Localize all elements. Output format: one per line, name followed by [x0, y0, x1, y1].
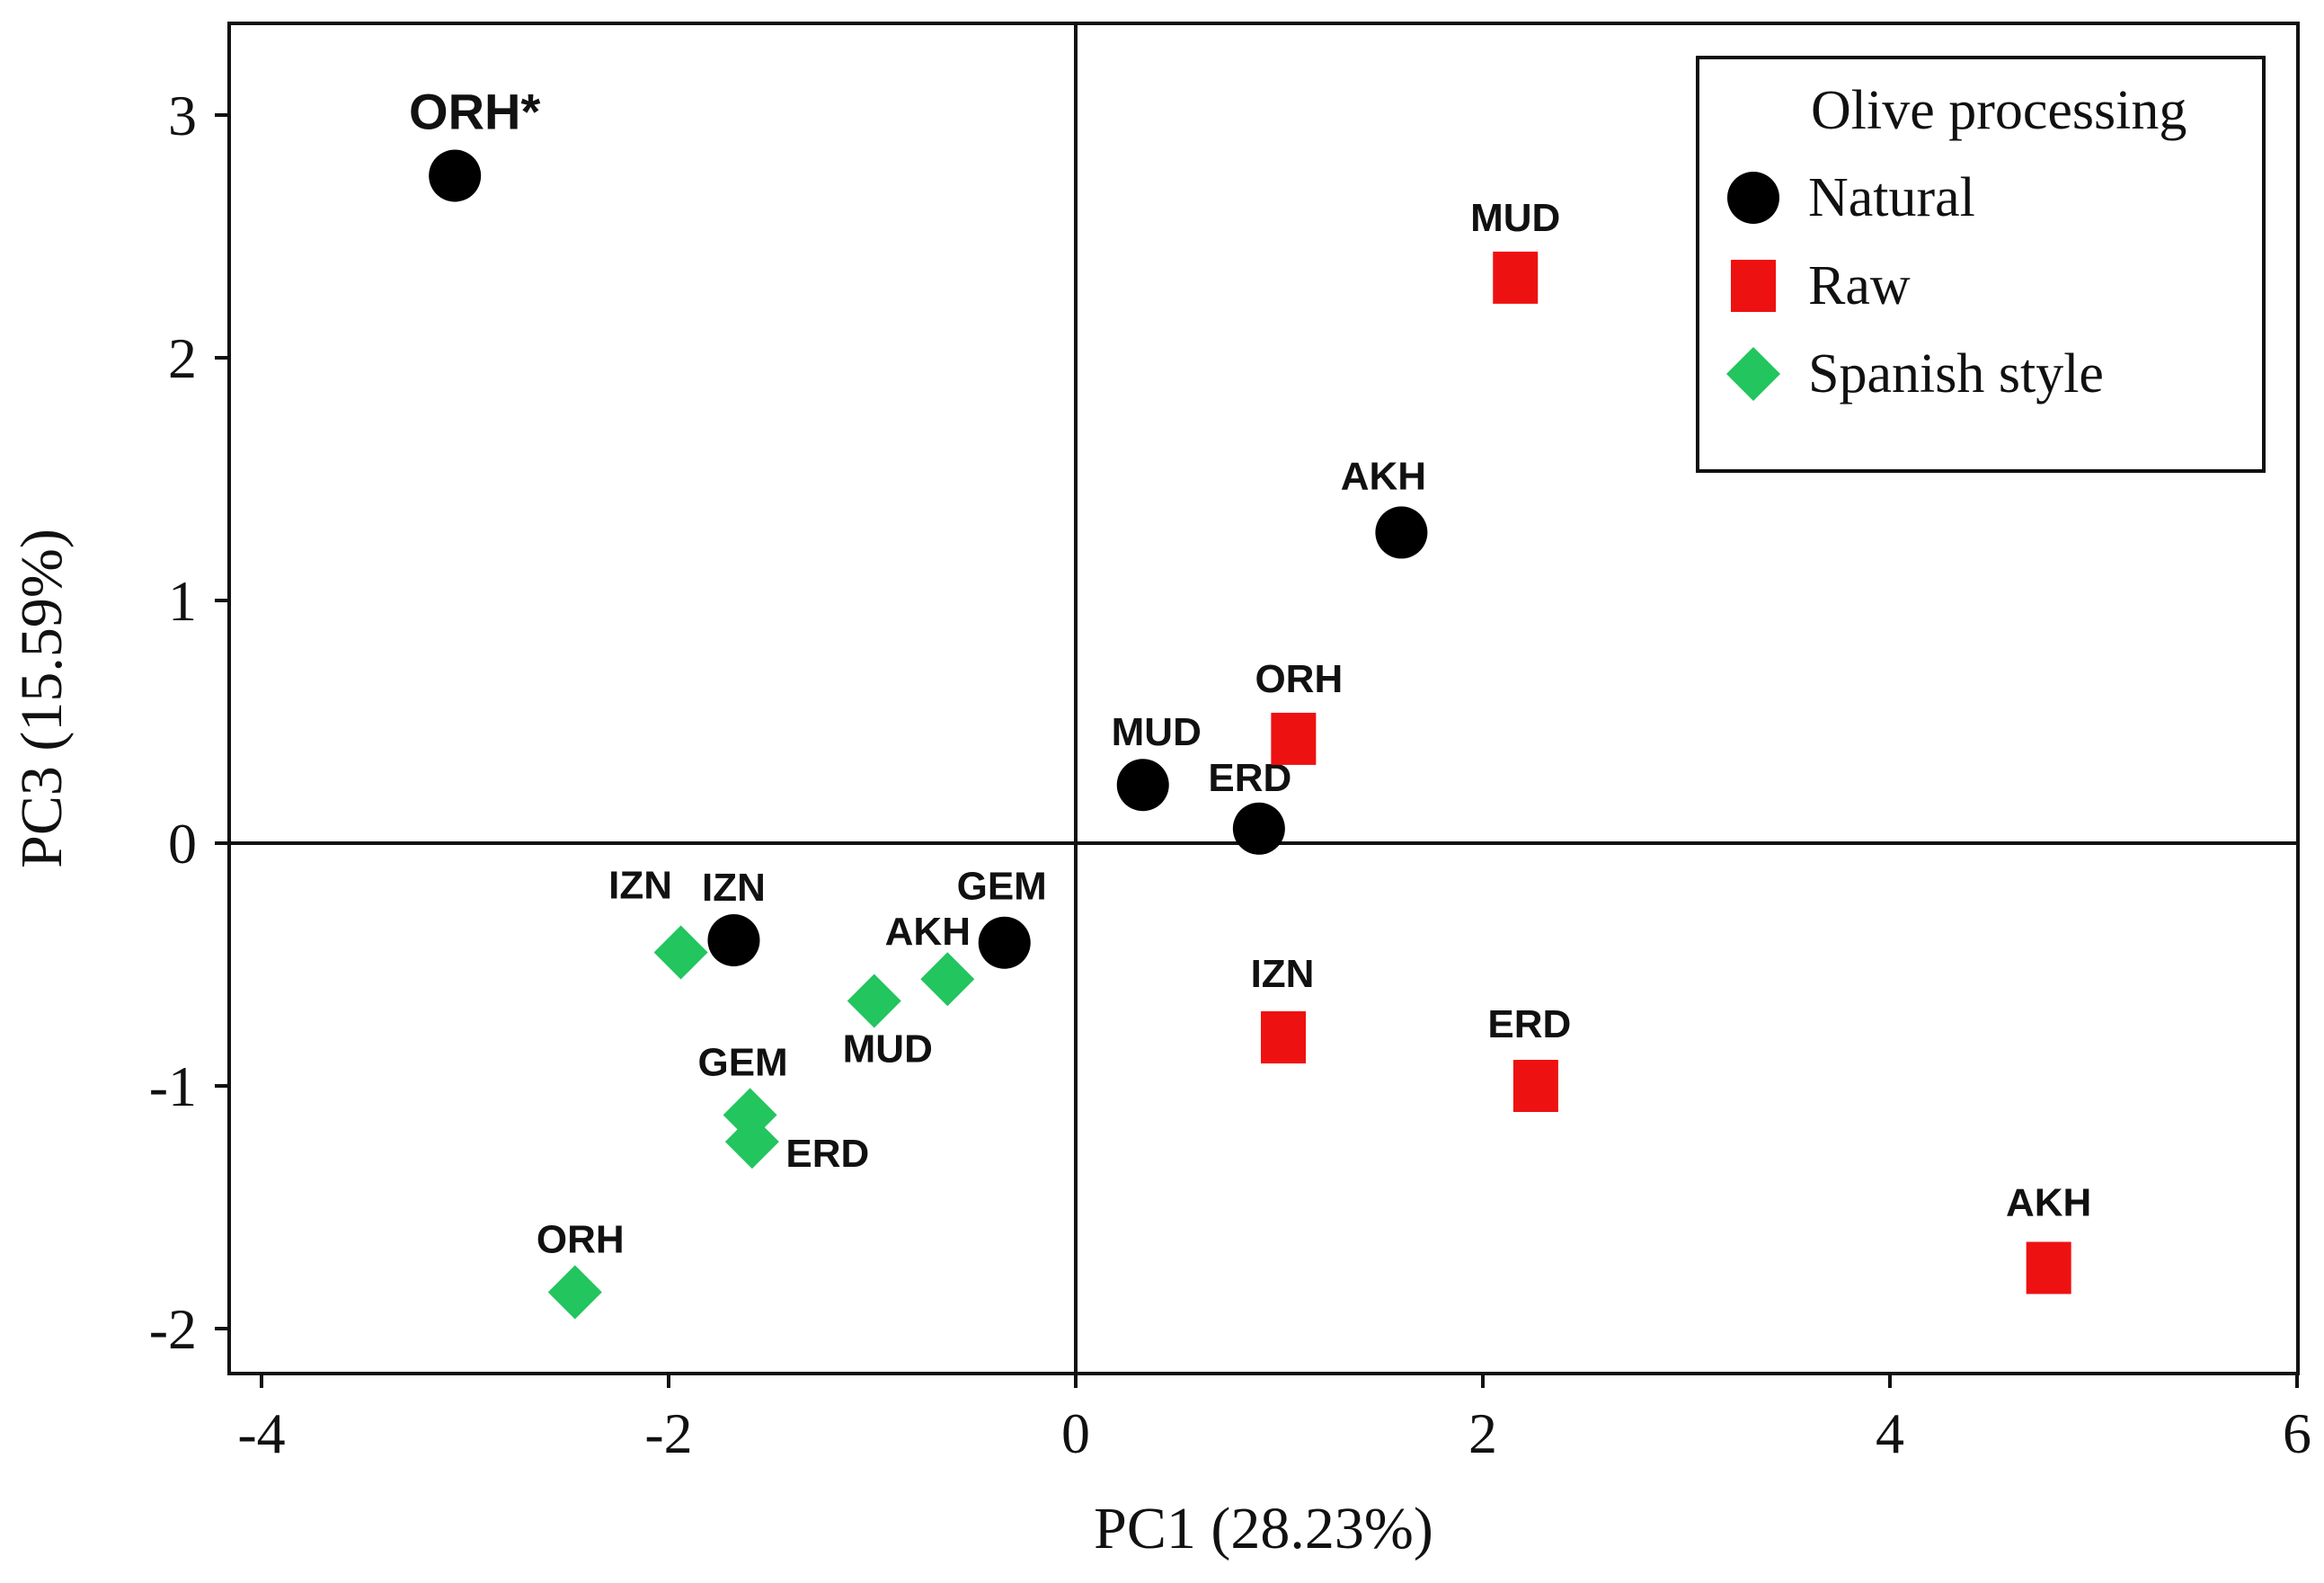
legend-label: Natural	[1808, 167, 1975, 228]
data-points: ORH* AKH MUD ERD IZN GEM MUD ORH IZN ERD AKH IZN AKH…	[409, 84, 2091, 1320]
data-point	[1493, 251, 1539, 304]
x-tick-label: 0	[1061, 1401, 1090, 1465]
y-tick-label: 2	[168, 326, 197, 390]
legend-item: Spanish style	[1726, 343, 2104, 405]
point-label: IZN	[1251, 952, 1315, 996]
x-tick-label: -2	[644, 1401, 692, 1465]
legend-label: Raw	[1808, 255, 1911, 316]
point-label: GEM	[957, 865, 1047, 909]
x-tick-label: 6	[2283, 1401, 2311, 1465]
y-tick-label: 3	[168, 84, 197, 147]
data-point	[1375, 506, 1428, 559]
point-label: AKH	[2006, 1181, 2091, 1225]
data-point	[653, 925, 708, 980]
point-label: ORH*	[409, 84, 540, 140]
point-label: AKH	[1341, 454, 1426, 498]
y-tick-label: -2	[149, 1297, 197, 1361]
data-point	[1271, 712, 1317, 765]
data-point	[1232, 802, 1285, 855]
point-label: IZN	[702, 866, 766, 910]
data-point	[1116, 759, 1169, 812]
point-label: AKH	[885, 910, 971, 954]
series-spanish-style: IZN AKH MUD GEM ERD ORH	[537, 864, 975, 1320]
legend-items: Natural Raw Spanish style	[1726, 167, 2104, 405]
x-tick-label: -4	[237, 1401, 285, 1465]
legend-item: Raw	[1731, 255, 1911, 316]
legend-item: Natural	[1727, 167, 1975, 228]
x-axis-title: PC1 (28.23%)	[1094, 1496, 1433, 1561]
point-label: GEM	[697, 1040, 787, 1084]
legend-box	[1696, 56, 2266, 473]
legend: Olive processing Natural Raw Spanish style	[1696, 56, 2266, 473]
data-point	[1512, 1060, 1558, 1112]
legend-marker	[1726, 347, 1780, 401]
point-label: ORH	[1255, 657, 1343, 701]
data-point	[724, 1115, 779, 1169]
legend-title: Olive processing	[1811, 80, 2187, 141]
point-label: MUD	[1470, 196, 1560, 240]
x-tick-label: 2	[1468, 1401, 1497, 1465]
data-point	[847, 974, 901, 1028]
legend-marker	[1727, 172, 1779, 224]
y-tick-label: 1	[168, 569, 197, 633]
plot-frame	[227, 22, 2300, 1375]
point-label: ERD	[1487, 1002, 1571, 1046]
point-label: ORH	[537, 1218, 625, 1262]
data-point	[978, 916, 1031, 969]
data-point	[429, 149, 482, 202]
y-tick-label: 0	[168, 812, 197, 876]
data-point	[2026, 1241, 2071, 1294]
point-label: MUD	[843, 1027, 933, 1072]
point-label: IZN	[608, 864, 672, 908]
data-point	[547, 1265, 602, 1320]
y-axis-title: PC3 (15.59%)	[9, 529, 75, 868]
y-axis-ticks: -2 -1 0 1 2 3	[149, 84, 229, 1361]
data-point	[1261, 1011, 1307, 1063]
y-tick-label: -1	[149, 1054, 197, 1118]
x-axis-ticks: -4 -2 0 2 4 6	[237, 1374, 2311, 1465]
legend-marker	[1731, 260, 1776, 312]
legend-label: Spanish style	[1808, 343, 2104, 405]
data-point	[707, 914, 760, 966]
data-point	[920, 952, 975, 1007]
series-raw: MUD ORH IZN ERD AKH	[1251, 196, 2091, 1294]
point-label: MUD	[1112, 710, 1202, 754]
x-tick-label: 4	[1876, 1401, 1904, 1465]
point-label: ERD	[785, 1132, 869, 1176]
